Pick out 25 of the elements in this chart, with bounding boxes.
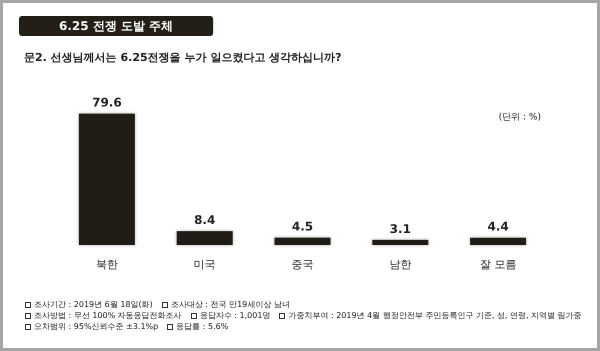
text: 오차범위 : 95%신뢰수준 ±3.1%p bbox=[33, 322, 158, 331]
text: 응답자수 : 1,001명 bbox=[198, 311, 270, 320]
bar bbox=[274, 238, 330, 245]
text: 응답률 : 5.6% bbox=[175, 322, 228, 331]
text: 조사방법 : 무선 100% 자동응답전화조사 bbox=[33, 311, 182, 320]
data-label: 79.6 bbox=[92, 96, 122, 110]
x-tick-label: 북한 bbox=[96, 258, 118, 271]
bar bbox=[372, 240, 428, 245]
data-label: 8.4 bbox=[194, 213, 216, 228]
data-label: 3.1 bbox=[390, 222, 411, 236]
bar bbox=[176, 231, 233, 245]
text: 조사대상 : 전국 만19세이상 남녀 bbox=[170, 300, 290, 309]
x-tick-label: 남한 bbox=[389, 258, 412, 271]
bar bbox=[78, 114, 135, 245]
x-tick-label: 잘 모름 bbox=[480, 258, 516, 271]
data-label: 4.4 bbox=[487, 220, 509, 234]
annotation: (단위 : %) bbox=[498, 112, 541, 122]
x-tick-label: 중국 bbox=[292, 258, 314, 271]
bar bbox=[470, 238, 526, 245]
x-tick-label: 미국 bbox=[194, 258, 216, 271]
text: 조사기간 : 2019년 6월 18일(화) bbox=[33, 300, 153, 309]
chart-subtitle: 문2. 선생님께서는 6.25전쟁을 누가 일으켰다고 생각하십니까? bbox=[24, 51, 342, 64]
data-label: 4.5 bbox=[292, 220, 314, 234]
text: 가중치부여 : 2019년 4월 행정안전부 주민등록인구 기준, 성, 연령, 지역별 림가중 bbox=[287, 311, 582, 320]
chart-title: 6.25 전쟁 도발 주체 bbox=[59, 19, 174, 33]
